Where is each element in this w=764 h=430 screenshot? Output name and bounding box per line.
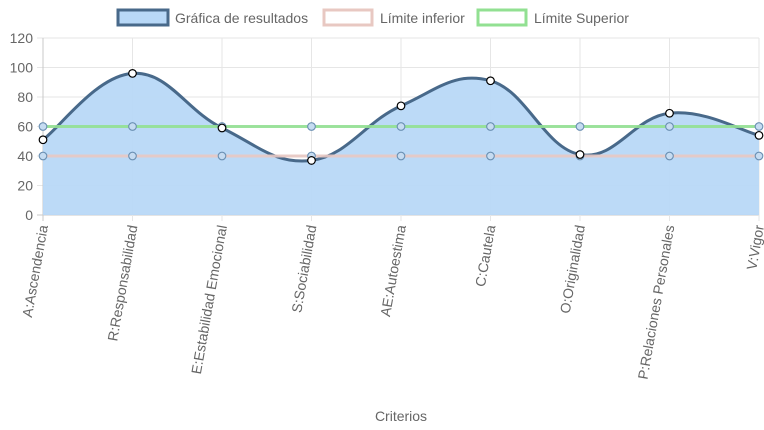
- legend-label-lower-limit[interactable]: Límite inferior: [380, 10, 465, 26]
- point-upper-limit[interactable]: [38, 122, 48, 131]
- point-upper-limit[interactable]: [665, 122, 674, 131]
- point-results[interactable]: [486, 76, 495, 86]
- x-tick-label: V:Vigor: [743, 223, 764, 271]
- x-tick-label: A:Ascendencia: [19, 224, 51, 319]
- x-tick-label: E:Estabilidad Emocional: [188, 224, 230, 375]
- legend-swatch-results[interactable]: [116, 8, 170, 27]
- point-results[interactable]: [396, 101, 406, 111]
- x-tick-label: AE:Autoestima: [377, 224, 409, 318]
- legend-label-upper-limit[interactable]: Límite Superior: [534, 10, 629, 26]
- y-axis: 0 20 40 60 80 100 120: [10, 30, 34, 223]
- point-results[interactable]: [754, 130, 764, 140]
- point-results[interactable]: [575, 150, 585, 159]
- point-lower-limit[interactable]: [665, 151, 674, 161]
- legend-swatch-lower-limit[interactable]: [322, 8, 374, 27]
- point-upper-limit[interactable]: [754, 122, 764, 131]
- y-tick-label: 120: [10, 30, 34, 46]
- y-tick-label: 40: [17, 148, 33, 164]
- point-upper-limit[interactable]: [486, 122, 495, 131]
- point-results[interactable]: [307, 156, 316, 165]
- series-results-fill: [43, 73, 759, 216]
- y-tick-label: 80: [17, 89, 33, 105]
- x-axis: A:Ascendencia R:Responsabilidad E:Estabili…: [19, 223, 764, 380]
- point-lower-limit[interactable]: [38, 151, 48, 161]
- point-lower-limit[interactable]: [754, 151, 764, 161]
- legend-label-results[interactable]: Gráfica de resultados: [175, 10, 308, 26]
- point-upper-limit[interactable]: [396, 122, 406, 131]
- y-tick-label: 20: [17, 178, 33, 194]
- point-results[interactable]: [38, 135, 48, 145]
- x-tick-label: R:Responsabilidad: [104, 224, 140, 343]
- point-results[interactable]: [128, 68, 137, 78]
- point-upper-limit[interactable]: [128, 122, 137, 131]
- x-tick-label: C:Cautela: [472, 224, 499, 288]
- legend-swatch-upper-limit[interactable]: [476, 8, 528, 27]
- point-lower-limit[interactable]: [486, 151, 495, 161]
- y-tick-label: 0: [25, 207, 33, 223]
- point-results[interactable]: [217, 123, 227, 133]
- x-tick-label: S:Sociabilidad: [288, 224, 319, 314]
- point-results[interactable]: [665, 108, 674, 118]
- x-axis-title: Criterios: [375, 408, 427, 424]
- point-lower-limit[interactable]: [128, 151, 137, 161]
- x-tick-label: P:Relaciones Personales: [635, 224, 678, 381]
- point-lower-limit[interactable]: [396, 151, 406, 161]
- point-lower-limit[interactable]: [217, 151, 227, 161]
- point-upper-limit[interactable]: [575, 122, 585, 131]
- y-tick-label: 100: [10, 60, 34, 76]
- y-tick-label: 60: [17, 119, 33, 135]
- x-tick-label: O:Originalidad: [557, 224, 588, 315]
- point-upper-limit[interactable]: [307, 122, 316, 131]
- points: [38, 68, 764, 165]
- legend: Gráfica de resultados Límite inferior Lími…: [116, 8, 629, 27]
